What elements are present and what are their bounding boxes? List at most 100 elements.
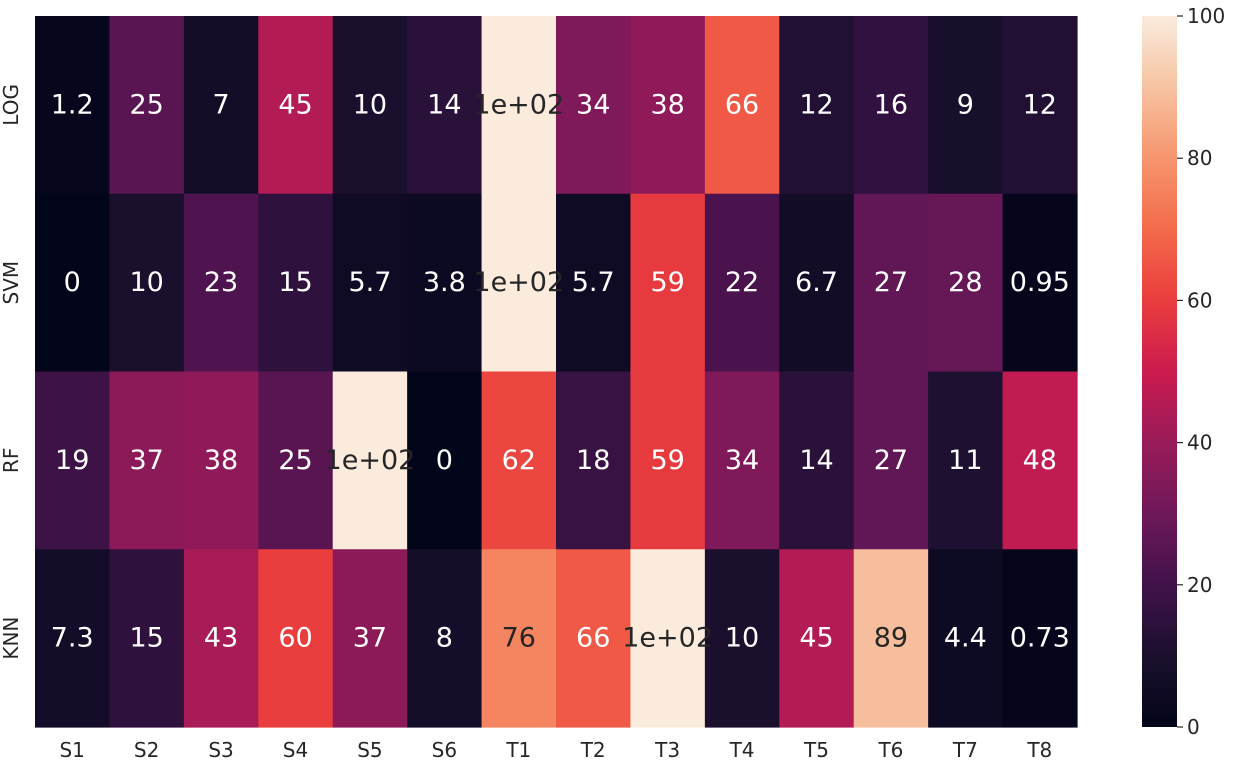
heatmap-cell (779, 549, 855, 728)
heatmap-cell-label: 12 (799, 89, 833, 120)
colorbar-tick-label: 40 (1187, 431, 1212, 455)
heatmap-cell (853, 16, 929, 195)
heatmap-cell-label: 0 (64, 267, 81, 298)
heatmap-cell-label: 16 (874, 89, 908, 120)
heatmap-cell-label: 62 (502, 445, 536, 476)
heatmap-cell (556, 371, 632, 550)
x-tick-label: S5 (357, 738, 382, 761)
heatmap-cell-label: 1e+02 (622, 623, 713, 654)
heatmap-cell-label: 11 (948, 445, 982, 476)
heatmap-cell (928, 16, 1004, 195)
heatmap-cell-label: 25 (129, 89, 163, 120)
heatmap-cell (183, 549, 259, 728)
heatmap-cell (779, 16, 855, 195)
heatmap-cell (1002, 16, 1078, 195)
x-tick-label: S2 (134, 738, 159, 761)
heatmap-cell (35, 193, 111, 373)
heatmap-cell (258, 371, 334, 550)
heatmap-cell-label: 7.3 (51, 623, 94, 654)
heatmap-cell-label: 66 (576, 623, 610, 654)
x-tick-label: S3 (208, 738, 233, 761)
heatmap-cell (704, 549, 780, 728)
heatmap-cell (407, 16, 483, 195)
heatmap-cell (704, 16, 780, 195)
heatmap-cell (35, 16, 111, 195)
heatmap-cell-label: 8 (436, 623, 453, 654)
x-tick-label: T7 (952, 738, 978, 761)
x-tick-label: S6 (432, 738, 457, 761)
heatmap-cell-label: 34 (576, 89, 610, 120)
y-tick-label: LOG (0, 84, 23, 126)
heatmap-cell-label: 22 (725, 267, 759, 298)
heatmap-cell-label: 10 (353, 89, 387, 120)
heatmap-cell (481, 16, 557, 195)
x-tick-label: T1 (505, 738, 531, 761)
heatmap-cell-label: 38 (650, 89, 684, 120)
x-tick-label: S1 (59, 738, 84, 761)
heatmap-cell-label: 3.8 (423, 267, 466, 298)
heatmap-cell-label: 76 (502, 623, 536, 654)
colorbar-tick-label: 0 (1187, 715, 1200, 739)
heatmap-cell (332, 549, 408, 728)
heatmap-cell-label: 1e+02 (473, 89, 564, 120)
y-tick-label: SVM (0, 261, 23, 305)
heatmap-cell-label: 59 (650, 267, 684, 298)
heatmap-cell-label: 34 (725, 445, 759, 476)
heatmap-cell (853, 549, 929, 728)
heatmap-cell-label: 37 (353, 623, 387, 654)
heatmap-cell-label: 1e+02 (325, 445, 416, 476)
heatmap-cell-label: 28 (948, 267, 982, 298)
heatmap-cell-label: 66 (725, 89, 759, 120)
heatmap-cell-label: 23 (204, 267, 238, 298)
heatmap-cell-label: 60 (278, 623, 312, 654)
heatmap-cell-label: 15 (278, 267, 312, 298)
x-tick-label: T4 (729, 738, 755, 761)
heatmap-cell (481, 371, 557, 550)
heatmap-cell-label: 1.2 (51, 89, 94, 120)
heatmap-cell (853, 193, 929, 373)
heatmap-cell (258, 549, 334, 728)
heatmap-cell (704, 371, 780, 550)
heatmap-cell-label: 27 (874, 267, 908, 298)
heatmap-cell (332, 371, 408, 550)
heatmap-cell-label: 14 (799, 445, 833, 476)
heatmap-cell (407, 193, 483, 373)
heatmap-cell (258, 193, 334, 373)
heatmap-cell (481, 549, 557, 728)
heatmap-cell-label: 6.7 (795, 267, 838, 298)
heatmap-cell (556, 193, 632, 373)
y-tick-label: RF (0, 448, 23, 473)
heatmap-cell-label: 5.7 (572, 267, 615, 298)
colorbar-gradient (1142, 16, 1177, 727)
heatmap-cell (779, 193, 855, 373)
heatmap-cell-label: 10 (129, 267, 163, 298)
heatmap-cell-label: 5.7 (348, 267, 391, 298)
heatmap-cell-label: 9 (957, 89, 974, 120)
heatmap-cell (258, 16, 334, 195)
heatmap-cell-label: 1e+02 (473, 267, 564, 298)
y-axis-tick-labels: LOG SVM RF KNN (0, 84, 23, 660)
heatmap-cell-label: 19 (55, 445, 89, 476)
heatmap-cell (779, 371, 855, 550)
x-axis-tick-labels: S1 S2 S3 S4 S5 S6 T1 T2 T3 T4 T5 T6 T7 T8 (59, 738, 1052, 761)
heatmap-cell-label: 43 (204, 623, 238, 654)
heatmap-cell (853, 371, 929, 550)
heatmap-cell-label: 0 (436, 445, 453, 476)
heatmap-cell (1002, 371, 1078, 550)
colorbar-tick-label: 100 (1187, 4, 1225, 28)
heatmap-cell (630, 16, 706, 195)
heatmap-cell-label: 7 (212, 89, 229, 120)
x-tick-label: T3 (654, 738, 680, 761)
heatmap-cell (35, 371, 111, 550)
heatmap-cell (109, 193, 185, 373)
y-tick-label: KNN (0, 617, 23, 660)
heatmap-cell (630, 371, 706, 550)
heatmap-cell (332, 193, 408, 373)
heatmap-cell-labels: 1.2 25 7 45 10 14 1e+02 34 38 66 12 16 9 12 0 10 23 15 5.7… (51, 89, 1070, 653)
heatmap-cell-label: 10 (725, 623, 759, 654)
heatmap-cell-label: 38 (204, 445, 238, 476)
x-tick-label: S4 (283, 738, 308, 761)
heatmap-cell-label: 45 (799, 623, 833, 654)
heatmap-cell-label: 0.95 (1010, 267, 1070, 298)
